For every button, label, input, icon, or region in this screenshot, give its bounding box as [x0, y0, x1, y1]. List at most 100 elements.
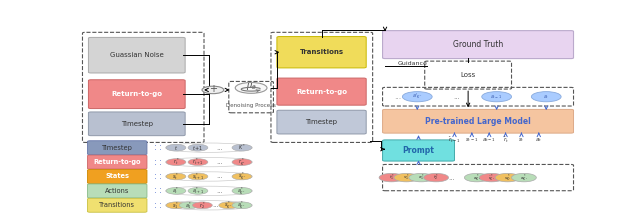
- Text: $s^*_1$: $s^*_1$: [172, 200, 179, 211]
- Text: ...: ...: [216, 174, 223, 180]
- Text: Timestep: Timestep: [102, 145, 132, 151]
- Text: $a^*_1$: $a^*_1$: [186, 200, 193, 211]
- FancyBboxPatch shape: [277, 110, 366, 134]
- Text: $a^*_{t+1}$: $a^*_{t+1}$: [192, 185, 204, 196]
- Ellipse shape: [166, 143, 252, 152]
- FancyBboxPatch shape: [88, 80, 185, 108]
- Circle shape: [179, 202, 199, 209]
- Text: $a^*_{K^*}$: $a^*_{K^*}$: [473, 172, 481, 183]
- Circle shape: [479, 173, 504, 182]
- Text: Actions: Actions: [105, 188, 129, 194]
- Text: $s^*_{K^*}$: $s^*_{K^*}$: [225, 200, 233, 211]
- Text: $a^*_{K^*}$: $a^*_{K^*}$: [237, 185, 246, 196]
- Text: $r^*_2$: $r^*_2$: [199, 200, 205, 211]
- Text: Timestep: Timestep: [121, 121, 153, 127]
- Text: $t\!+\!1$: $t\!+\!1$: [193, 144, 204, 152]
- FancyBboxPatch shape: [88, 198, 147, 212]
- Text: $t$: $t$: [174, 144, 178, 152]
- Text: $\hat{r}^*_1$: $\hat{r}^*_1$: [388, 172, 394, 183]
- Circle shape: [188, 173, 208, 180]
- Circle shape: [379, 173, 404, 182]
- Text: :: :: [154, 201, 157, 210]
- Text: $s^*_t$: $s^*_t$: [172, 171, 179, 182]
- Circle shape: [394, 173, 419, 182]
- Ellipse shape: [166, 186, 252, 196]
- Text: $\mu_\theta$: $\mu_\theta$: [246, 81, 257, 92]
- Text: ...: ...: [394, 92, 401, 101]
- Text: $s_{t-1}$: $s_{t-1}$: [465, 136, 479, 144]
- Text: Prompt: Prompt: [403, 146, 435, 155]
- Ellipse shape: [166, 172, 252, 181]
- Circle shape: [482, 92, 511, 102]
- Circle shape: [495, 173, 520, 182]
- Text: $\hat{r}^*_{K^*}$: $\hat{r}^*_{K^*}$: [488, 172, 495, 183]
- Text: :: :: [159, 172, 162, 181]
- Circle shape: [166, 144, 186, 151]
- Text: :: :: [154, 172, 157, 181]
- FancyBboxPatch shape: [88, 155, 147, 169]
- Ellipse shape: [166, 157, 252, 167]
- Text: ...: ...: [216, 159, 223, 165]
- Circle shape: [531, 92, 561, 102]
- Text: $s^*_{t+1}$: $s^*_{t+1}$: [192, 171, 204, 182]
- Circle shape: [232, 144, 252, 151]
- Circle shape: [219, 202, 239, 209]
- FancyBboxPatch shape: [88, 170, 147, 183]
- Circle shape: [232, 159, 252, 165]
- Circle shape: [232, 187, 252, 194]
- Circle shape: [166, 187, 186, 194]
- Text: Return-to-go: Return-to-go: [93, 159, 141, 165]
- Text: ...: ...: [449, 175, 456, 181]
- Circle shape: [236, 82, 267, 93]
- Circle shape: [202, 86, 224, 94]
- Circle shape: [409, 173, 434, 182]
- Circle shape: [188, 159, 208, 165]
- Text: Return-to-go: Return-to-go: [296, 89, 347, 95]
- Circle shape: [166, 159, 186, 165]
- Text: $a^*_t$: $a^*_t$: [172, 185, 180, 196]
- Text: :: :: [159, 186, 162, 195]
- Text: $s_t$: $s_t$: [518, 136, 525, 144]
- Circle shape: [403, 92, 432, 102]
- Circle shape: [166, 202, 186, 209]
- Text: $\hat{r}_t$: $\hat{r}_t$: [502, 135, 509, 145]
- Text: $s^*_{K^*}$: $s^*_{K^*}$: [504, 172, 511, 183]
- Text: Loss: Loss: [461, 72, 476, 78]
- Circle shape: [511, 173, 536, 182]
- Text: $a^*_{K^*}$: $a^*_{K^*}$: [520, 172, 528, 183]
- Text: $a^*_1$: $a^*_1$: [418, 172, 425, 183]
- FancyBboxPatch shape: [383, 109, 573, 133]
- Text: $r^*_{K^*}$: $r^*_{K^*}$: [238, 156, 246, 168]
- Text: :: :: [159, 143, 162, 152]
- Circle shape: [166, 173, 186, 180]
- Circle shape: [193, 202, 212, 209]
- Text: ...: ...: [216, 145, 223, 151]
- Text: Pre-trained Large Model: Pre-trained Large Model: [425, 117, 531, 126]
- Text: :: :: [154, 158, 157, 167]
- Text: ...: ...: [216, 188, 223, 194]
- Text: :: :: [154, 143, 157, 152]
- Text: $\hat{r}^*_2$: $\hat{r}^*_2$: [433, 172, 439, 183]
- Text: $a_t$: $a_t$: [543, 93, 550, 101]
- Text: ...: ...: [212, 202, 219, 208]
- Text: Timestep: Timestep: [305, 119, 337, 125]
- FancyBboxPatch shape: [383, 31, 573, 59]
- Text: Return-to-go: Return-to-go: [111, 91, 163, 97]
- Text: $r^*_t$: $r^*_t$: [173, 157, 179, 167]
- Text: $a_{t-1}$: $a_{t-1}$: [483, 136, 496, 144]
- Text: $a'_{K^*}$: $a'_{K^*}$: [412, 92, 422, 101]
- Circle shape: [232, 173, 252, 180]
- FancyBboxPatch shape: [88, 184, 147, 198]
- Text: ...: ...: [454, 94, 460, 100]
- Text: Transitions: Transitions: [99, 202, 135, 208]
- FancyBboxPatch shape: [88, 112, 185, 136]
- Text: $a^*_{K^*}$: $a^*_{K^*}$: [237, 200, 246, 211]
- Circle shape: [188, 144, 208, 151]
- FancyBboxPatch shape: [88, 141, 147, 155]
- FancyBboxPatch shape: [383, 140, 454, 161]
- Text: Guidance: Guidance: [397, 61, 428, 66]
- Circle shape: [424, 173, 449, 182]
- Text: Ground Truth: Ground Truth: [453, 40, 503, 49]
- Text: Guassian Noise: Guassian Noise: [110, 52, 164, 58]
- Text: Denoising Process: Denoising Process: [226, 103, 276, 108]
